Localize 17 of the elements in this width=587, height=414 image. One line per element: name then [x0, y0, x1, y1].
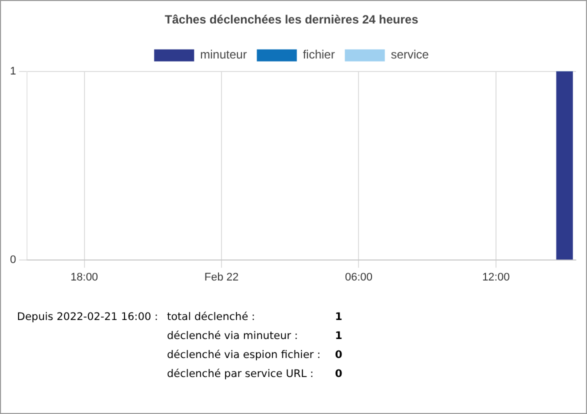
- text: déclenché par service URL :: [167, 368, 315, 380]
- text: total déclenché :: [167, 311, 256, 323]
- text: 1: [335, 330, 344, 342]
- text: 0: [335, 368, 344, 380]
- chart-title: Tâches déclenchées les dernières 24 heures: [164, 12, 419, 27]
- text: 0: [335, 349, 344, 361]
- x-tick-label: 06:00: [344, 271, 372, 284]
- legend-label: fichier: [302, 48, 335, 62]
- x-tick-label: 12:00: [482, 271, 510, 284]
- text: 1: [335, 311, 344, 323]
- text: déclenché via minuteur :: [167, 330, 299, 342]
- legend-label: minuteur: [200, 48, 247, 62]
- x-tick-label: Feb 22: [204, 271, 239, 284]
- text: déclenché via espion fichier :: [167, 349, 322, 361]
- text: Depuis 2022-02-21 16:00 :: [17, 311, 160, 323]
- x-tick-label: 18:00: [70, 271, 98, 284]
- legend-label: service: [390, 48, 430, 62]
